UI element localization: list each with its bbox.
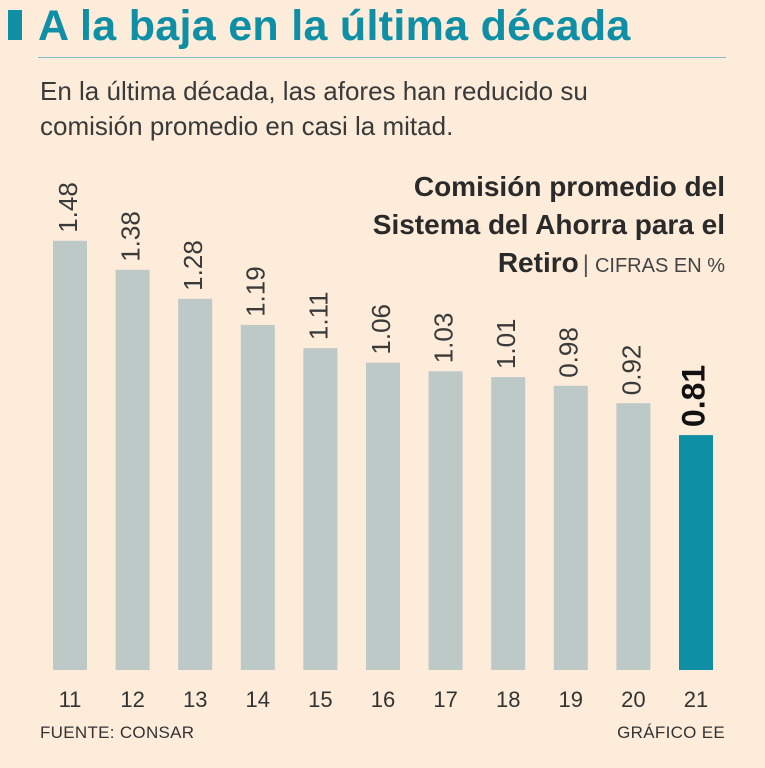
- bar-19: [553, 385, 588, 670]
- chart-title-separator: |: [582, 251, 589, 278]
- value-label-20: 0.92: [616, 345, 646, 396]
- category-label-13: 13: [183, 687, 207, 712]
- bar-18: [491, 377, 526, 670]
- title-divider: [38, 57, 726, 58]
- bar-12: [115, 269, 150, 670]
- category-label-17: 17: [433, 687, 457, 712]
- bar-17: [428, 371, 463, 670]
- title-accent-marker: [8, 10, 22, 40]
- value-label-15: 1.11: [303, 291, 333, 340]
- credit-label: GRÁFICO EE: [617, 723, 725, 742]
- category-label-14: 14: [246, 687, 270, 712]
- category-label-20: 20: [621, 687, 645, 712]
- bar-14: [240, 324, 275, 670]
- category-label-11: 11: [59, 687, 82, 712]
- category-label-19: 19: [559, 687, 583, 712]
- page-subtitle: En la última década, las afores han redu…: [40, 76, 588, 141]
- value-label-13: 1.28: [178, 240, 208, 291]
- chart-units-label: CIFRAS EN %: [594, 255, 725, 277]
- category-label-16: 16: [371, 687, 395, 712]
- value-label-14: 1.19: [241, 266, 271, 317]
- bar-13: [178, 298, 213, 670]
- value-label-17: 1.03: [428, 313, 458, 364]
- bar-16: [366, 362, 400, 670]
- page-title: A la baja en la última década: [38, 2, 631, 50]
- value-label-16: 1.06: [366, 304, 396, 355]
- value-label-11: 1.48: [53, 182, 83, 233]
- bar-21: [679, 435, 713, 670]
- value-label-18: 1.01: [491, 318, 521, 369]
- chart-title: Comisión promedio del Sistema del Ahorra…: [325, 168, 725, 285]
- category-label-18: 18: [496, 687, 520, 712]
- bar-20: [616, 403, 651, 670]
- value-label-21: 0.81: [675, 365, 711, 427]
- category-label-12: 12: [120, 687, 144, 712]
- source-label: FUENTE: CONSAR: [40, 723, 195, 742]
- category-label-15: 15: [308, 687, 332, 712]
- bar-11: [53, 240, 87, 671]
- category-label-21: 21: [684, 687, 708, 712]
- value-label-12: 1.38: [115, 211, 145, 262]
- value-label-19: 0.98: [554, 327, 584, 378]
- bar-15: [303, 348, 338, 670]
- chart-title-main: Comisión promedio del Sistema del Ahorra…: [372, 171, 725, 278]
